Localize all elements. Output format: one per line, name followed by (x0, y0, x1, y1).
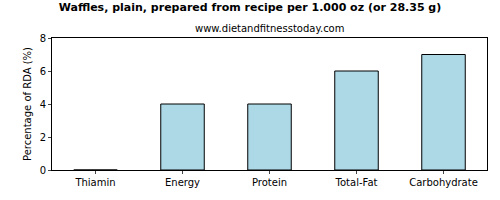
svg-text:Percentage of RDA (%): Percentage of RDA (%) (22, 47, 33, 161)
svg-text:8: 8 (40, 33, 46, 44)
svg-text:4: 4 (40, 99, 46, 110)
svg-text:0: 0 (40, 165, 46, 176)
svg-text:Thiamin: Thiamin (74, 177, 115, 188)
svg-text:Carbohydrate: Carbohydrate (409, 177, 478, 188)
svg-text:Total-Fat: Total-Fat (335, 177, 378, 188)
svg-text:2: 2 (40, 132, 46, 143)
svg-text:Energy: Energy (165, 177, 200, 188)
svg-text:Waffles, plain, prepared from: Waffles, plain, prepared from recipe per… (59, 1, 442, 14)
svg-text:www.dietandfitnesstoday.com: www.dietandfitnesstoday.com (195, 23, 344, 34)
svg-text:Protein: Protein (252, 177, 287, 188)
svg-text:6: 6 (40, 66, 46, 77)
